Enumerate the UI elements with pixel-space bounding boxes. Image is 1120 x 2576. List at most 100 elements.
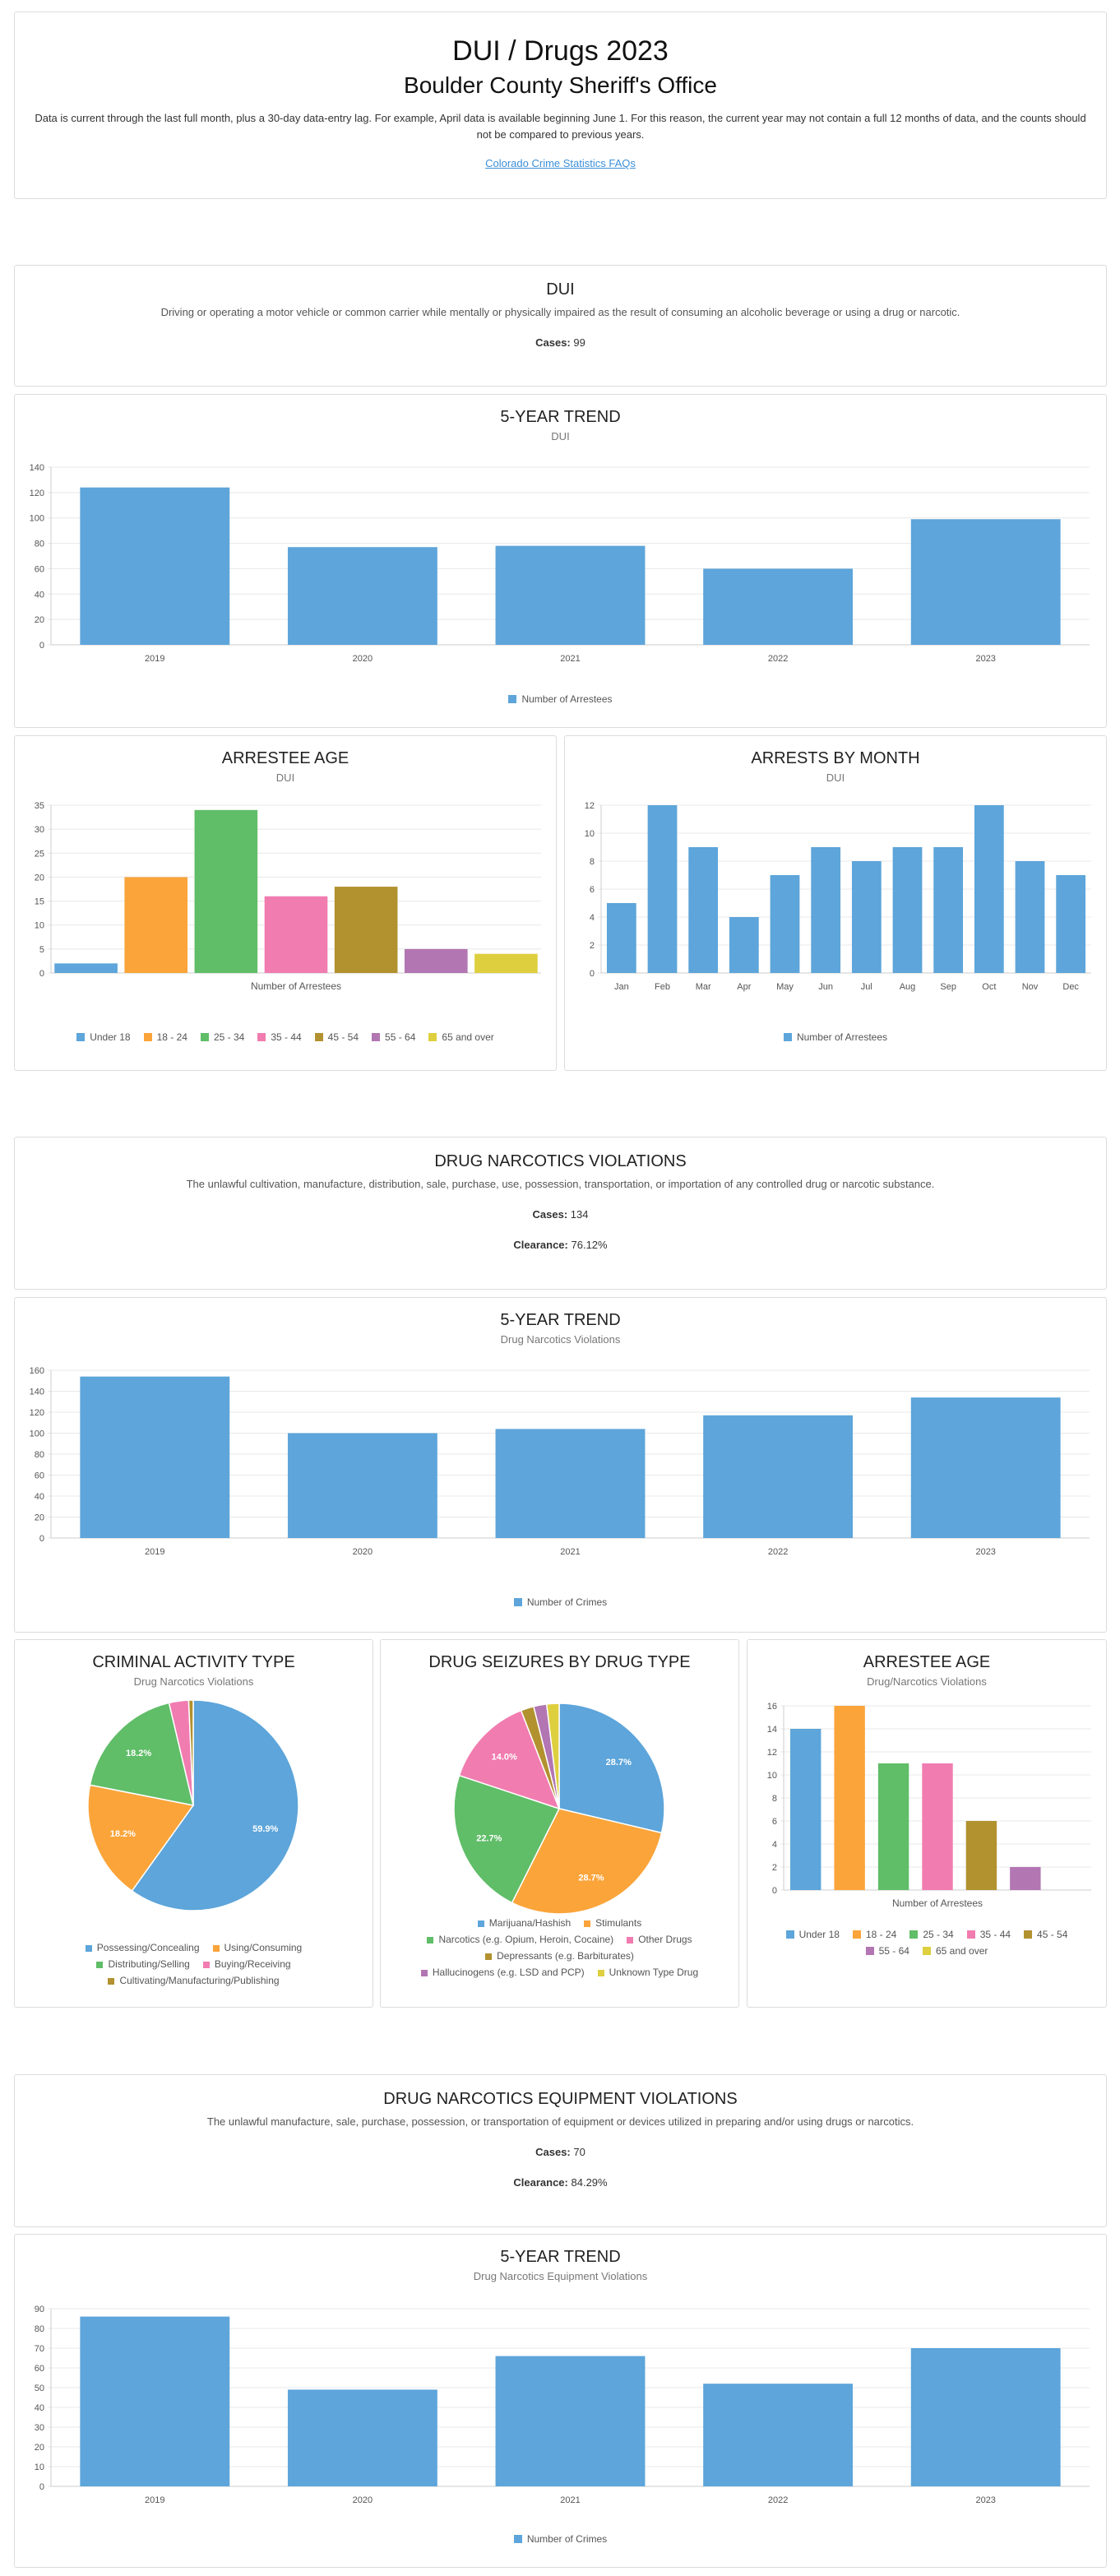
legend-item[interactable]: Number of Arrestees	[508, 691, 613, 707]
legend-item[interactable]: Depressants (e.g. Barbiturates)	[485, 1948, 634, 1964]
legend-label: 45 - 54	[1037, 1929, 1068, 1940]
pie-slice	[87, 1784, 195, 1893]
chart-legend: Number of Crimes	[15, 1594, 1106, 1610]
x-tick-label: Dec	[1062, 982, 1079, 992]
chart-subtitle: DUI	[826, 771, 845, 784]
chart-subtitle: Drug Narcotics Violations	[133, 1675, 254, 1688]
legend-item[interactable]: 25 - 34	[200, 1029, 245, 1045]
pie-slice	[453, 1774, 561, 1904]
legend-swatch	[477, 1920, 484, 1927]
legend-item[interactable]: Possessing/Concealing	[85, 1939, 200, 1956]
pie-slice	[458, 1709, 561, 1810]
bar	[974, 805, 1004, 973]
y-tick-label: 6	[772, 1817, 777, 1827]
legend-item[interactable]: Using/Consuming	[212, 1939, 302, 1956]
drug-info-card: DRUG NARCOTICS VIOLATIONS The unlawful c…	[14, 1137, 1107, 1290]
legend-item[interactable]: Marijuana/Hashish	[477, 1915, 571, 1931]
bar	[910, 2348, 1061, 2486]
x-tick-label: Sep	[940, 982, 956, 992]
dui-month-chart: 0 2 4 6 8 10 12 Jan Feb Mar Apr May Jun Jul Aug Sep Oct N…	[585, 801, 1091, 992]
y-tick-label: 160	[30, 1366, 44, 1376]
legend-item[interactable]: 55 - 64	[372, 1029, 415, 1045]
faq-link[interactable]: Colorado Crime Statistics FAQs	[485, 157, 636, 169]
chart-subtitle: Drug Narcotics Violations	[500, 1333, 621, 1346]
legend-item[interactable]: Hallucinogens (e.g. LSD and PCP)	[420, 1964, 585, 1981]
legend-swatch	[143, 1033, 152, 1041]
x-tick-label: 2023	[975, 654, 995, 664]
legend-item[interactable]: Stimulants	[584, 1915, 641, 1931]
pie-slice	[511, 1808, 663, 1915]
y-tick-label: 120	[30, 1408, 44, 1418]
y-tick-label: 0	[590, 969, 595, 979]
legend-item[interactable]: Unknown Type Drug	[597, 1964, 698, 1981]
y-tick-label: 80	[35, 540, 44, 549]
bar	[910, 1397, 1061, 1538]
legend-label: Under 18	[90, 1031, 131, 1043]
legend-item[interactable]: Under 18	[785, 1926, 840, 1943]
x-tick-label: Aug	[900, 982, 916, 992]
y-tick-label: 4	[590, 913, 595, 923]
legend-label: Other Drugs	[638, 1934, 692, 1945]
legend-item[interactable]: Cultivating/Manufacturing/Publishing	[108, 1972, 280, 1989]
legend-label: 25 - 34	[923, 1929, 954, 1940]
chart-legend: Under 18 18 - 24 25 - 34 35 - 44 45 - 54 55 -…	[15, 1029, 556, 1045]
x-tick-label: Jan	[614, 982, 629, 992]
chart-legend: Number of Arrestees	[15, 691, 1106, 707]
bar	[80, 487, 230, 645]
bar	[124, 877, 188, 973]
legend-label: Depressants (e.g. Barbiturates)	[497, 1950, 634, 1962]
legend-label: 18 - 24	[865, 1929, 897, 1940]
y-tick-label: 35	[35, 801, 44, 811]
bar	[910, 519, 1061, 645]
y-tick-label: 60	[35, 564, 44, 574]
legend-item[interactable]: Other Drugs	[627, 1931, 692, 1948]
y-tick-label: 4	[772, 1840, 777, 1850]
legend-label: 55 - 64	[385, 1031, 416, 1043]
legend-item[interactable]: 35 - 44	[966, 1926, 1011, 1943]
legend-swatch	[513, 1598, 522, 1606]
legend-item[interactable]: Narcotics (e.g. Opium, Heroin, Cocaine)	[427, 1931, 613, 1948]
equip-description: The unlawful manufacture, sale, purchase…	[206, 2115, 914, 2128]
legend-item[interactable]: Distributing/Selling	[96, 1956, 190, 1972]
drug-age-chart: 0 2 4 6 8 10 12 14 16 Number of Arrestees	[767, 1702, 1091, 1909]
legend-item[interactable]: 45 - 54	[314, 1029, 359, 1045]
bar	[790, 1729, 821, 1890]
dui-age-chart: 0 5 10 15 20 25 30 35 Number of Arrestees	[35, 801, 541, 992]
chart-title: ARRESTEE AGE	[221, 749, 349, 767]
legend-item[interactable]: 18 - 24	[852, 1926, 897, 1943]
chart-legend: Marijuana/Hashish Stimulants Narcotics (e.…	[381, 1915, 738, 1981]
legend-item[interactable]: Number of Arrestees	[783, 1029, 887, 1045]
legend-item[interactable]: 25 - 34	[909, 1926, 954, 1943]
x-tick-label: 2023	[975, 1547, 995, 1557]
x-tick-label: Jun	[818, 982, 833, 992]
legend-item[interactable]: 65 and over	[922, 1943, 988, 1959]
x-tick-label: 2023	[975, 2495, 995, 2505]
y-tick-label: 120	[30, 489, 44, 498]
legend-label: Number of Crimes	[526, 2533, 608, 2545]
legend-item[interactable]: Buying/Receiving	[202, 1956, 291, 1972]
bar	[495, 1429, 646, 1538]
y-tick-label: 80	[35, 2324, 44, 2334]
legend-label: Narcotics (e.g. Opium, Heroin, Cocaine)	[438, 1934, 614, 1945]
y-tick-label: 100	[30, 514, 44, 524]
legend-item[interactable]: 55 - 64	[865, 1943, 909, 1959]
legend-item[interactable]: 35 - 44	[257, 1029, 302, 1045]
dui-cases: Cases: 99	[535, 336, 585, 349]
legend-label: Hallucinogens (e.g. LSD and PCP)	[432, 1967, 585, 1978]
equip-title: DRUG NARCOTICS EQUIPMENT VIOLATIONS	[383, 2090, 738, 2108]
legend-item[interactable]: 18 - 24	[143, 1029, 187, 1045]
legend-swatch	[584, 1920, 591, 1927]
legend-item[interactable]: Under 18	[76, 1029, 131, 1045]
legend-item[interactable]: Number of Crimes	[513, 1594, 607, 1610]
legend-swatch	[597, 1970, 604, 1976]
legend-item[interactable]: Number of Crimes	[513, 2531, 608, 2547]
legend-item[interactable]: 45 - 54	[1024, 1926, 1067, 1943]
y-tick-label: 15	[35, 897, 44, 907]
y-tick-label: 10	[35, 921, 44, 931]
bar	[264, 896, 328, 973]
page-subtitle: Boulder County Sheriff's Office	[404, 72, 717, 98]
legend-item[interactable]: 65 and over	[428, 1029, 494, 1045]
page-title: DUI / Drugs 2023	[452, 35, 669, 67]
legend-label: 25 - 34	[213, 1031, 245, 1043]
bar	[80, 2316, 230, 2486]
